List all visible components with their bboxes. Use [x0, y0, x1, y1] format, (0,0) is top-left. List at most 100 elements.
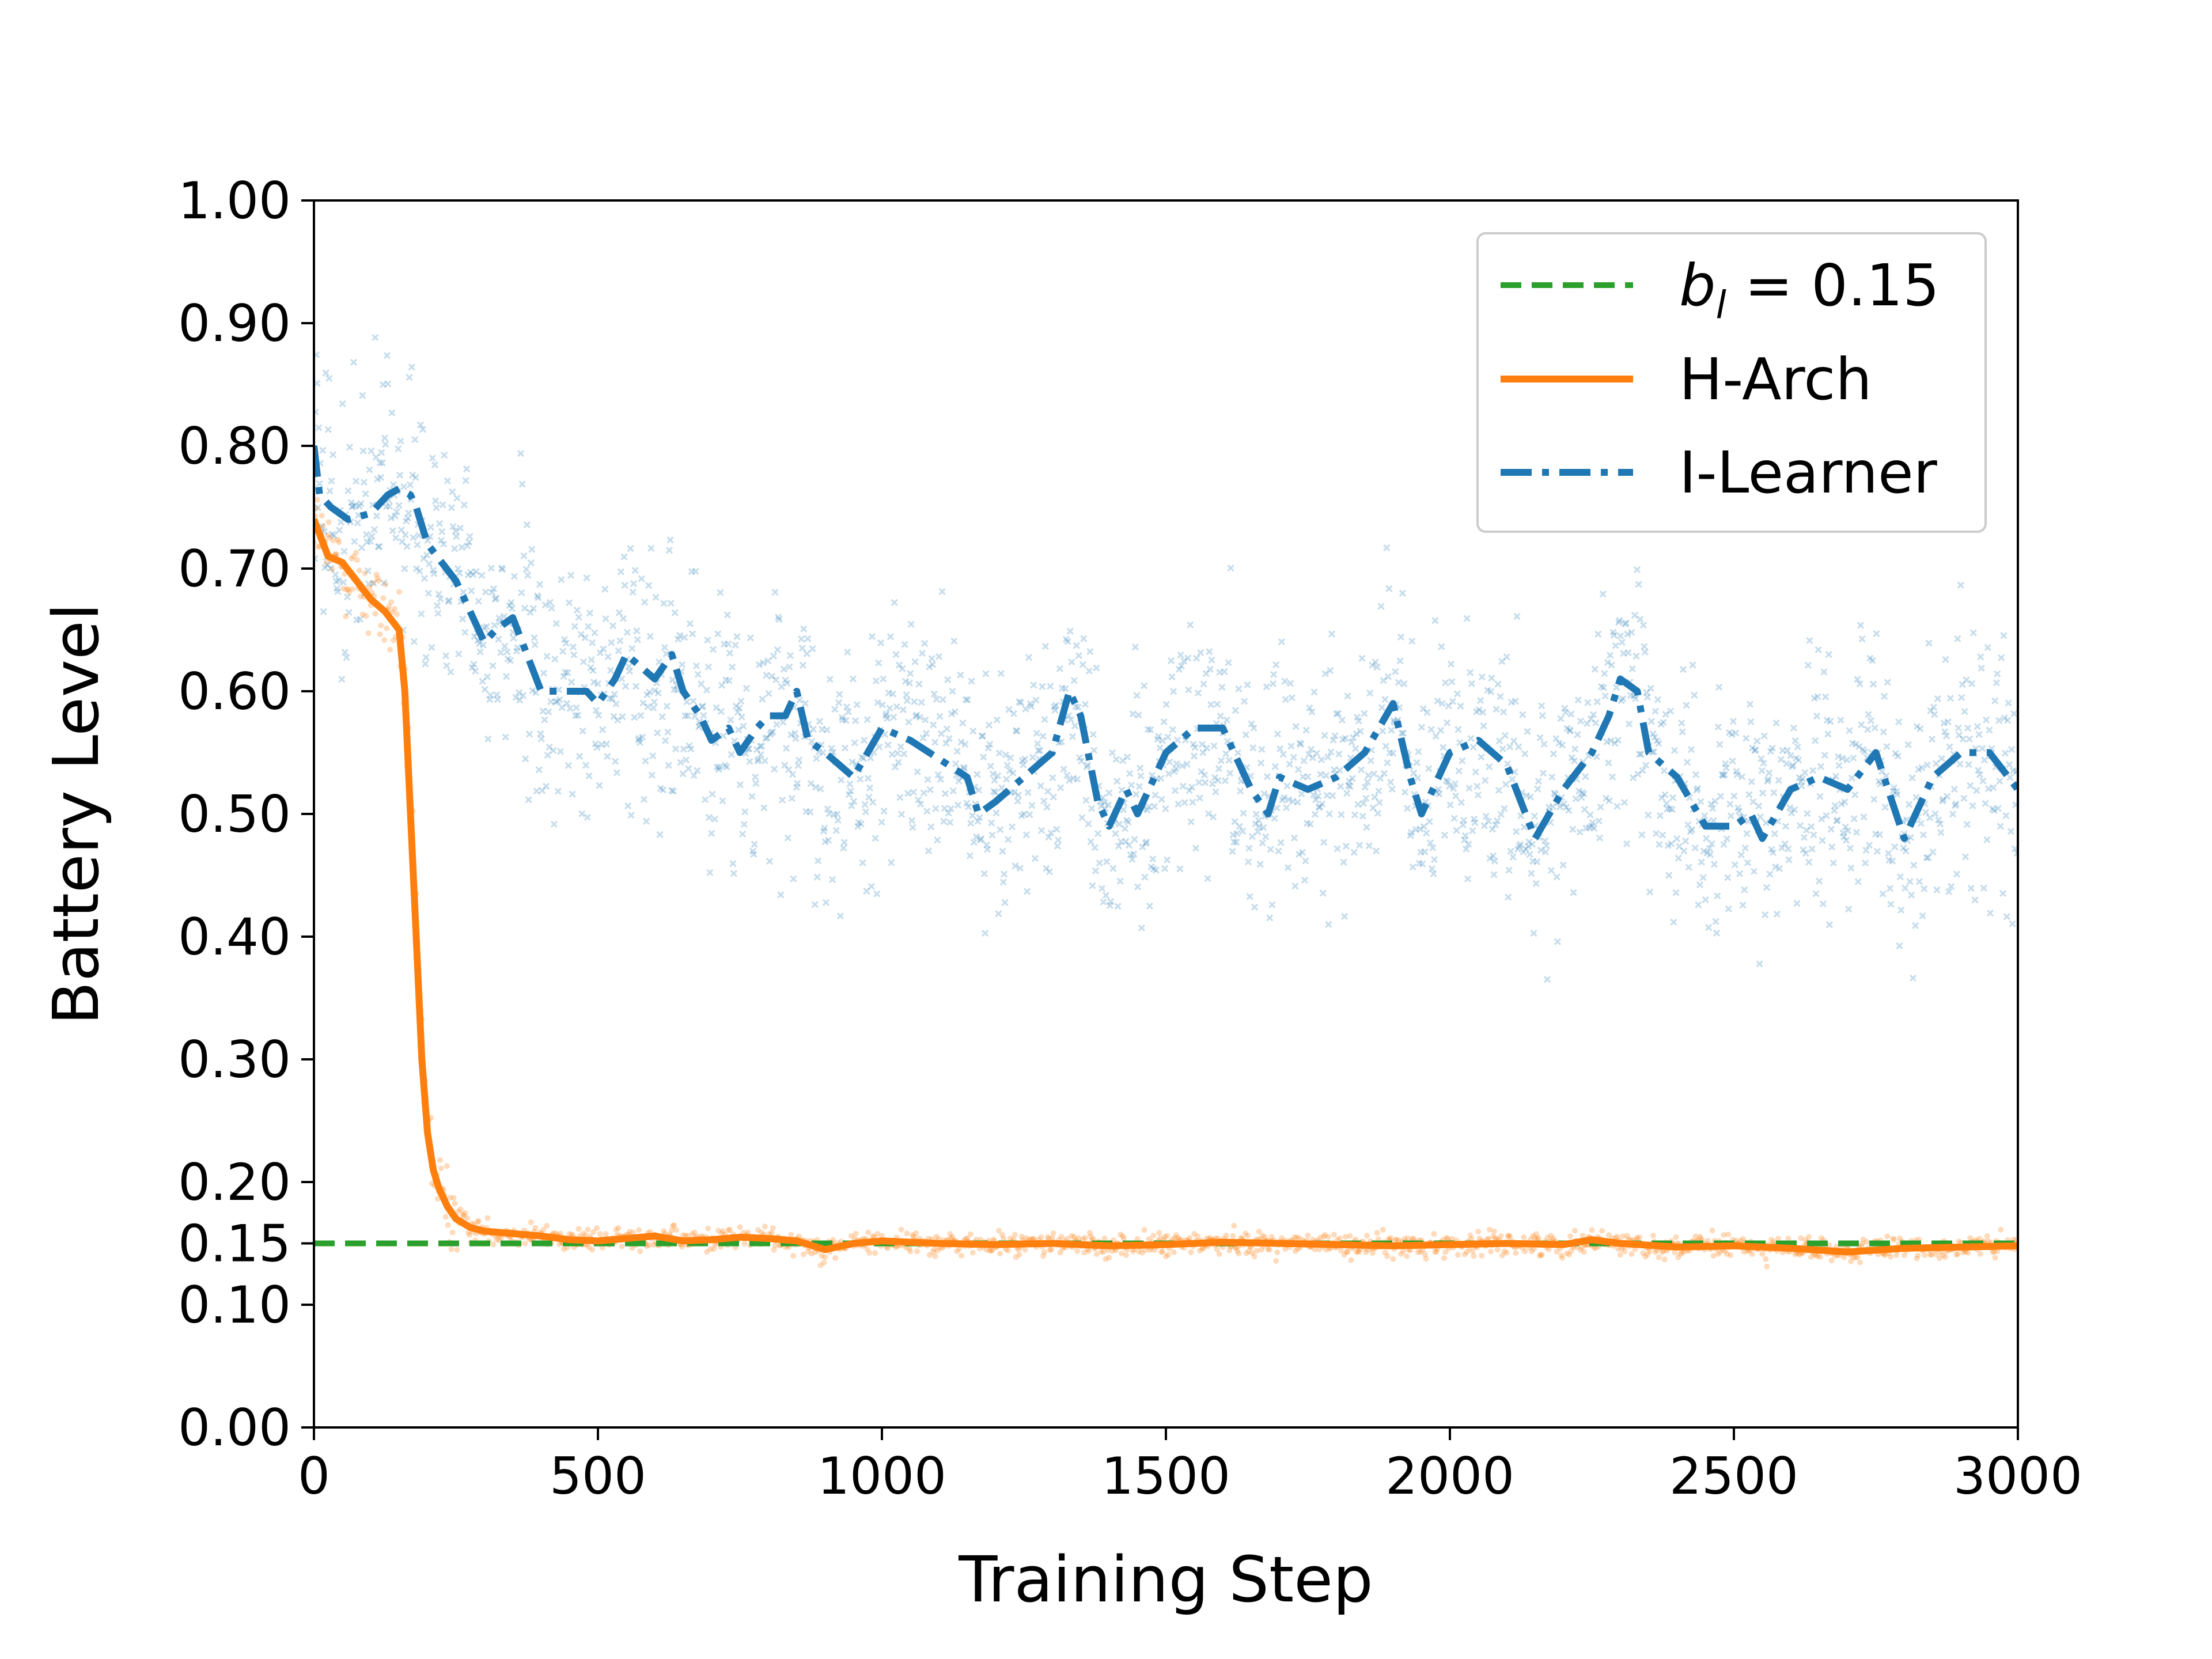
- i-learner-sample-point: [824, 836, 832, 844]
- i-learner-sample-point: [873, 890, 881, 897]
- i-learner-sample-point: [1509, 775, 1516, 783]
- i-learner-sample-point: [1516, 840, 1524, 849]
- h-arch-sample-point: [1158, 1249, 1165, 1255]
- i-learner-sample-point: [1610, 631, 1618, 639]
- i-learner-sample-point: [500, 612, 508, 620]
- i-learner-sample-point: [458, 543, 465, 551]
- h-arch-sample-point: [1195, 1233, 1201, 1240]
- i-learner-sample-point: [410, 534, 417, 541]
- i-learner-sample-point: [502, 733, 509, 741]
- i-learner-sample-point: [635, 734, 643, 742]
- i-learner-sample-point: [1908, 891, 1915, 899]
- i-learner-sample-point: [1845, 906, 1853, 913]
- h-arch-sample-point: [349, 555, 355, 562]
- i-learner-sample-point: [1960, 794, 1968, 802]
- i-learner-sample-point: [626, 667, 634, 675]
- i-learner-sample-point: [1363, 824, 1370, 831]
- i-learner-sample-point: [1479, 709, 1487, 716]
- h-arch-sample-point: [1740, 1236, 1746, 1242]
- i-learner-sample-point: [1719, 772, 1727, 779]
- i-learner-sample-point: [1165, 770, 1173, 778]
- i-learner-sample-point: [619, 615, 627, 622]
- i-learner-sample-point: [967, 820, 975, 827]
- i-learner-sample-point: [675, 635, 682, 643]
- i-learner-sample-point: [1775, 865, 1783, 872]
- i-learner-sample-point: [1487, 688, 1495, 695]
- i-learner-sample-point: [1662, 710, 1669, 718]
- i-learner-sample-point: [921, 639, 929, 647]
- h-arch-sample-point: [1891, 1237, 1897, 1243]
- i-learner-sample-point: [1152, 866, 1160, 874]
- i-learner-sample-point: [1856, 680, 1863, 688]
- h-arch-sample-point: [1409, 1236, 1415, 1242]
- i-learner-sample-point: [864, 774, 872, 782]
- h-arch-sample-point: [1494, 1247, 1501, 1253]
- i-learner-sample-point: [1850, 815, 1858, 823]
- i-learner-sample-point: [1012, 862, 1019, 870]
- i-learner-sample-point: [1622, 620, 1629, 628]
- i-learner-sample-point: [1195, 779, 1203, 786]
- i-learner-sample-point: [974, 817, 982, 825]
- i-learner-sample-point: [1624, 630, 1631, 638]
- h-arch-sample-point: [496, 1237, 502, 1244]
- h-arch-sample-point: [1645, 1251, 1651, 1257]
- i-learner-sample-point: [1831, 807, 1838, 815]
- h-arch-sample-point: [1259, 1233, 1266, 1239]
- h-arch-sample-point: [391, 637, 396, 643]
- i-learner-sample-point: [1499, 708, 1508, 716]
- i-learner-sample-point: [1258, 745, 1266, 753]
- h-arch-sample-point: [1929, 1252, 1935, 1258]
- h-arch-sample-point: [1650, 1233, 1656, 1238]
- i-learner-sample-point: [560, 635, 568, 643]
- i-learner-sample-point: [382, 503, 390, 510]
- i-learner-sample-point: [1665, 872, 1673, 879]
- i-learner-sample-point: [1782, 823, 1790, 830]
- h-arch-sample-point: [707, 1246, 714, 1252]
- i-learner-sample-point: [942, 739, 950, 747]
- i-learner-sample-point: [778, 683, 785, 691]
- h-arch-sample-point: [741, 1240, 748, 1247]
- i-learner-sample-point: [1172, 765, 1180, 772]
- i-learner-sample-point: [1268, 901, 1276, 908]
- i-learner-sample-point: [1733, 771, 1741, 778]
- i-learner-sample-point: [523, 521, 531, 529]
- i-learner-sample-point: [562, 639, 570, 647]
- i-learner-sample-point: [596, 782, 603, 789]
- i-learner-sample-point: [1584, 699, 1592, 706]
- i-learner-sample-point: [1338, 811, 1345, 819]
- legend-threshold-label: bl = 0.15: [1679, 252, 1940, 327]
- i-learner-sample-point: [453, 494, 461, 502]
- i-learner-sample-point: [868, 632, 876, 641]
- i-learner-sample-point: [825, 810, 833, 817]
- i-learner-sample-point: [1844, 827, 1851, 835]
- h-arch-sample-point: [1207, 1234, 1213, 1241]
- i-learner-sample-point: [1202, 670, 1210, 677]
- i-learner-sample-point: [364, 567, 372, 575]
- i-learner-sample-point: [672, 745, 680, 753]
- i-learner-sample-point: [1723, 835, 1731, 843]
- i-learner-sample-point: [483, 673, 491, 680]
- i-learner-sample-point: [1559, 741, 1566, 749]
- i-learner-sample-point: [924, 776, 931, 783]
- i-learner-sample-point: [400, 483, 408, 491]
- i-learner-sample-point: [1112, 756, 1120, 763]
- i-learner-sample-point: [1154, 733, 1162, 740]
- i-learner-sample-point: [1720, 840, 1728, 849]
- y-tick-label: 0.70: [178, 539, 291, 599]
- i-learner-sample-point: [630, 579, 638, 588]
- i-learner-sample-point: [1323, 772, 1330, 779]
- i-learner-sample-point: [655, 658, 663, 666]
- h-arch-sample-point: [999, 1232, 1005, 1238]
- i-learner-sample-point: [968, 812, 976, 820]
- h-arch-sample-point: [362, 570, 368, 576]
- h-arch-sample-point: [351, 553, 357, 559]
- i-learner-sample-point: [527, 608, 534, 616]
- h-arch-sample-point: [585, 1226, 591, 1233]
- i-learner-sample-point: [1520, 823, 1528, 831]
- i-learner-sample-point: [725, 677, 733, 684]
- i-learner-sample-point: [1559, 861, 1567, 869]
- i-learner-sample-point: [1739, 902, 1747, 909]
- i-learner-sample-point: [1446, 782, 1453, 790]
- i-learner-sample-point: [353, 478, 360, 485]
- i-learner-sample-point: [1770, 789, 1778, 797]
